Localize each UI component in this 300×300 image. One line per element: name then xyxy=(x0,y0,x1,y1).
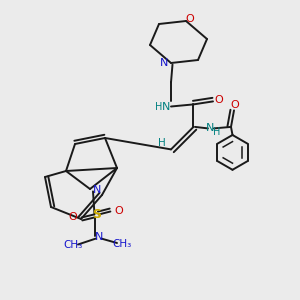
Text: S: S xyxy=(92,208,101,221)
Text: O: O xyxy=(114,206,123,217)
Text: H: H xyxy=(158,138,166,148)
Text: CH₃: CH₃ xyxy=(113,239,132,249)
Text: O: O xyxy=(230,100,239,110)
Text: N: N xyxy=(162,101,170,112)
Text: N: N xyxy=(92,184,101,195)
Text: N: N xyxy=(160,58,169,68)
Text: O: O xyxy=(214,95,223,105)
Text: N: N xyxy=(206,123,214,134)
Text: O: O xyxy=(68,212,77,223)
Text: CH₃: CH₃ xyxy=(64,240,83,250)
Text: N: N xyxy=(95,232,103,242)
Text: H: H xyxy=(155,101,163,112)
Text: H: H xyxy=(213,127,220,137)
Text: O: O xyxy=(185,14,194,25)
